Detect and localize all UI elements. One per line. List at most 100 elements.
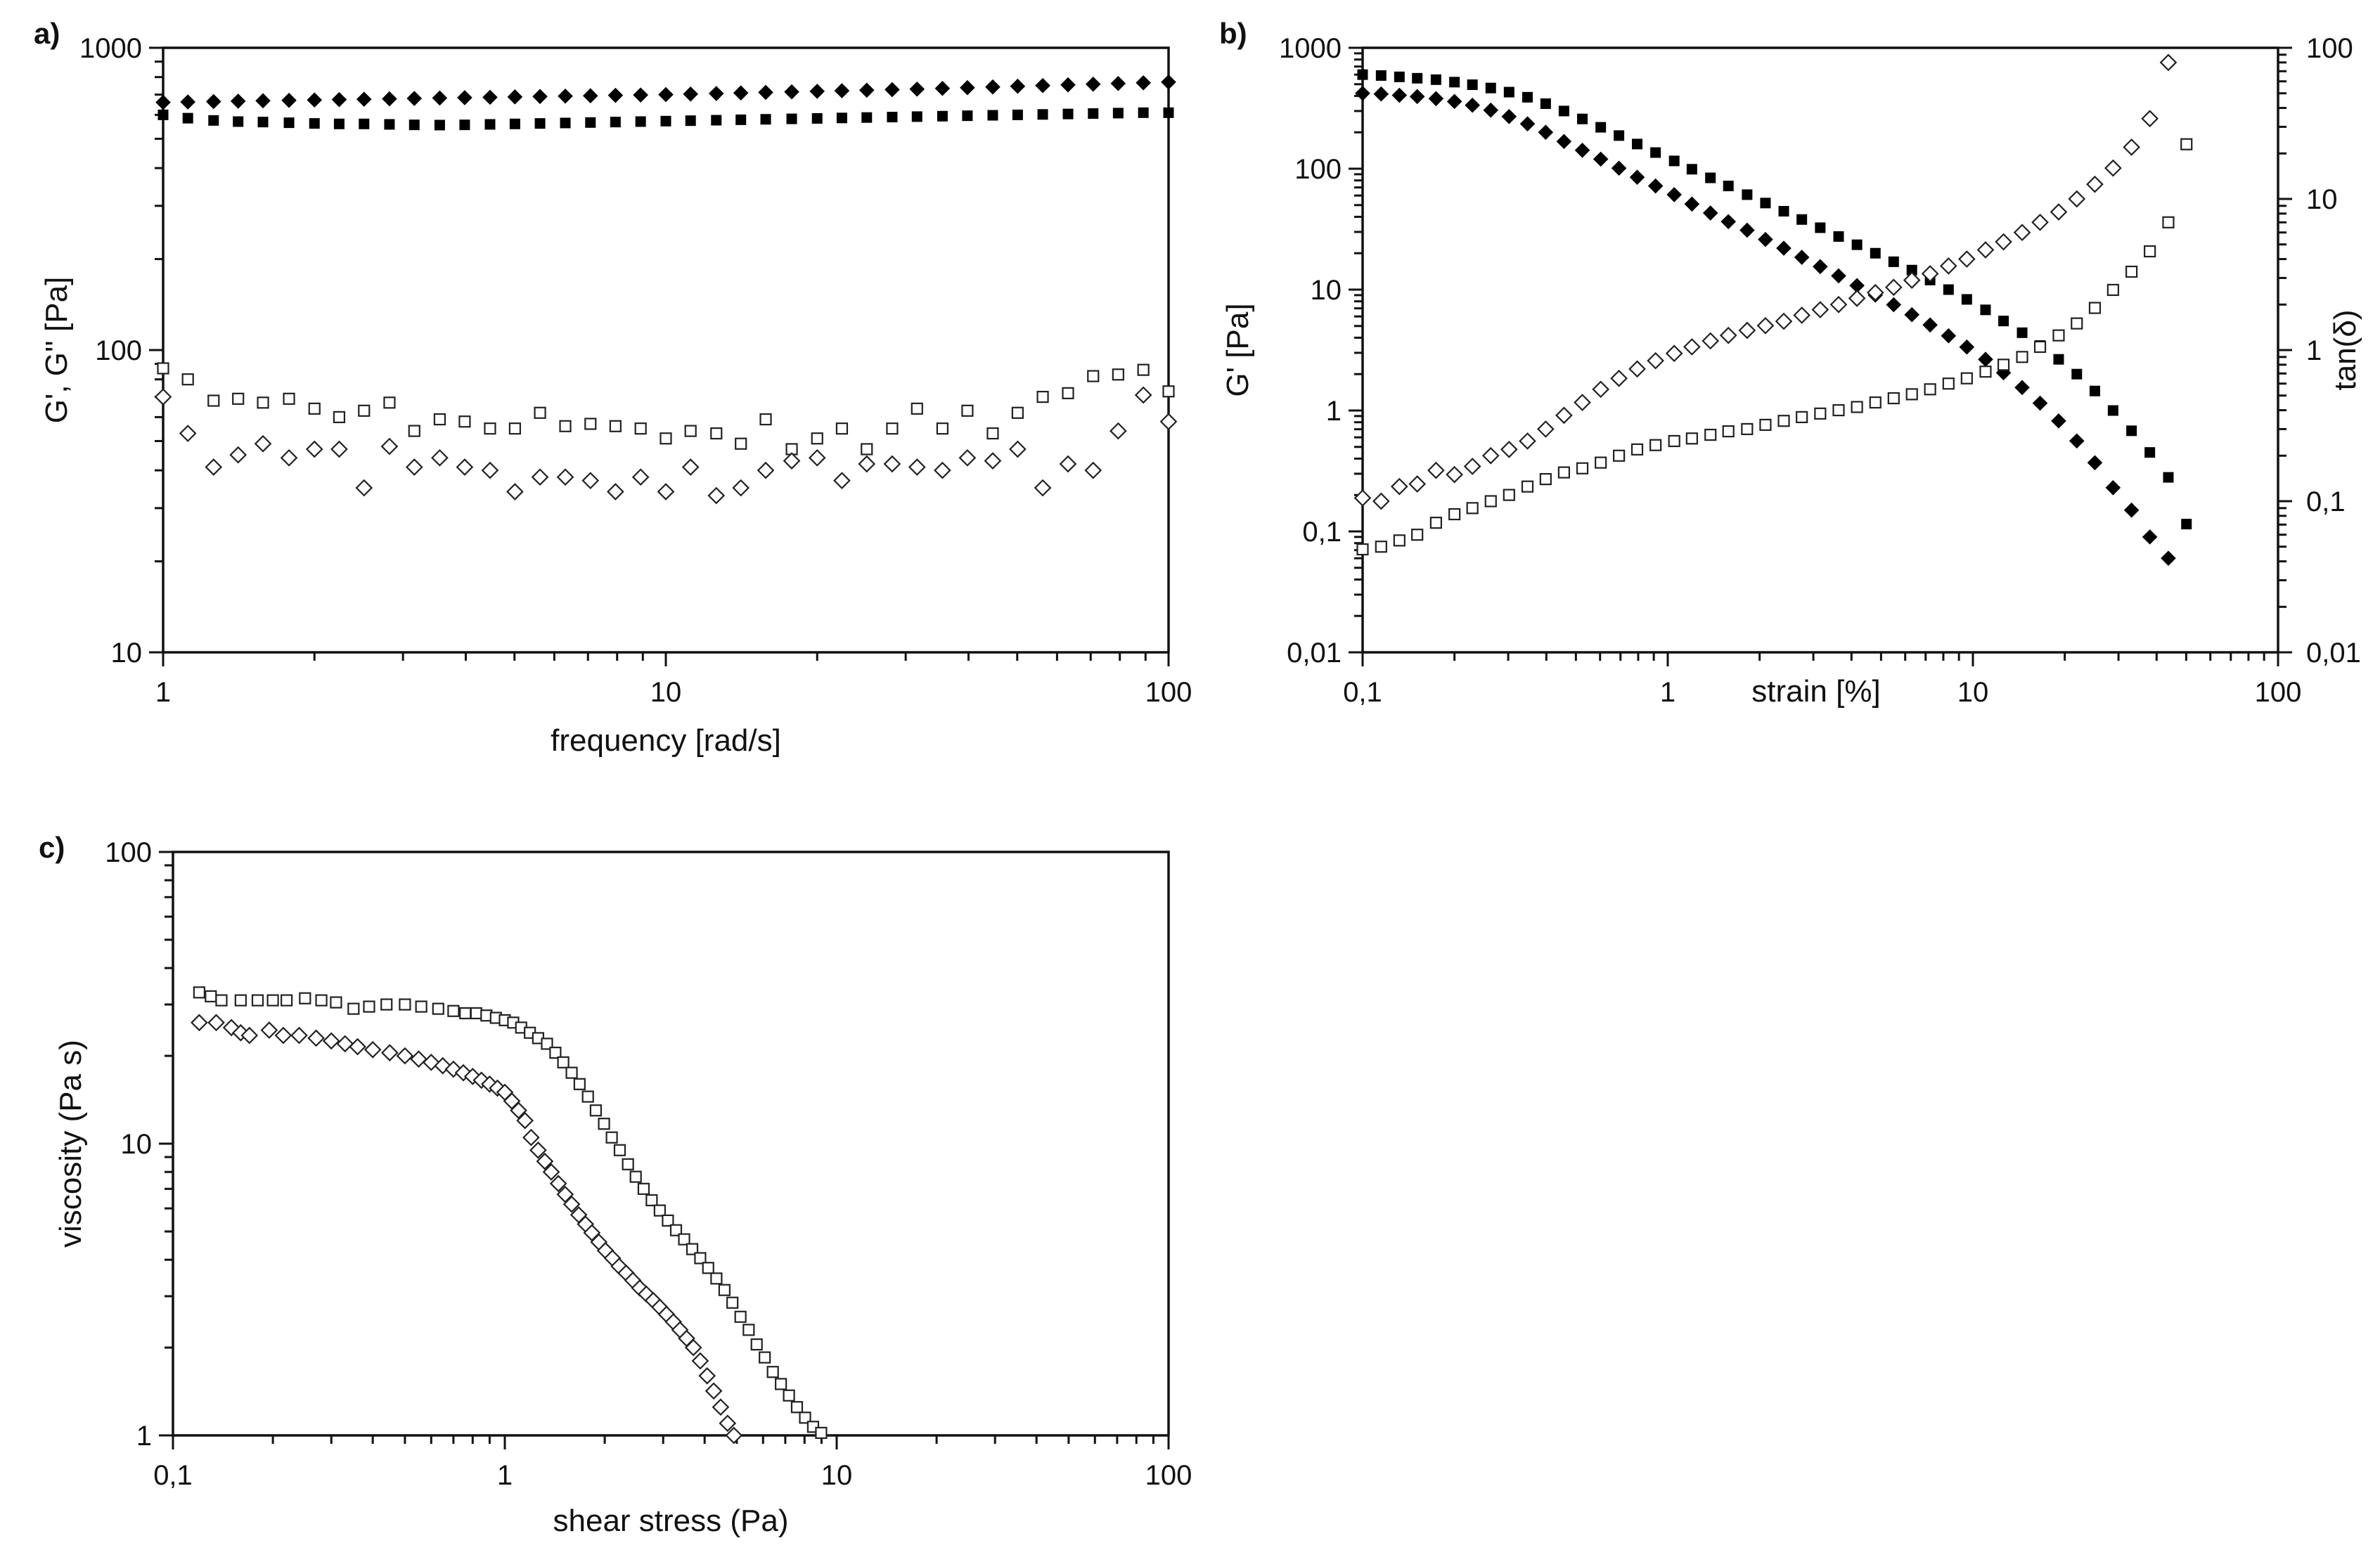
data-point [766, 1366, 779, 1378]
data-point [459, 1007, 472, 1020]
data-point [1760, 198, 1771, 209]
data-point [986, 427, 999, 440]
data-point [406, 91, 423, 106]
data-point [556, 1185, 574, 1203]
data-point [307, 1029, 325, 1047]
x-tick-label: 100 [1145, 1460, 1192, 1491]
data-point [861, 112, 873, 123]
data-point [645, 1194, 658, 1207]
data-point [355, 479, 373, 497]
data-point [1668, 434, 1680, 448]
series-filled-square [157, 107, 1174, 131]
data-point [1062, 108, 1074, 119]
series-open-square [1356, 138, 2193, 556]
data-point [1427, 461, 1445, 479]
data-point [557, 1056, 570, 1068]
data-point [1831, 268, 1846, 284]
data-point [1481, 446, 1500, 465]
data-point [380, 1044, 399, 1061]
data-point [307, 92, 323, 108]
data-point [1647, 351, 1664, 370]
data-point [987, 110, 998, 121]
data-point [536, 1152, 554, 1170]
data-point [1887, 392, 1900, 405]
data-point [1702, 205, 1718, 221]
data-point [482, 89, 498, 105]
data-point [180, 94, 195, 110]
data-point [1906, 264, 1917, 276]
data-point [541, 1038, 553, 1050]
data-point [1849, 278, 1865, 294]
y-axis: 0,01 0,1 1 10 100 1000 [1279, 33, 1363, 668]
x-axis: 0,1 1 10 100 [153, 1435, 1192, 1491]
data-point [558, 88, 573, 104]
data-point [1666, 187, 1682, 202]
data-point [1650, 147, 1661, 158]
data-point [1979, 366, 1992, 378]
data-point [1793, 306, 1811, 324]
data-point [2142, 529, 2158, 545]
data-point [634, 422, 647, 435]
data-point [330, 440, 348, 458]
series-filled-diamond [155, 75, 1176, 110]
data-point [531, 468, 549, 486]
data-point [757, 461, 775, 479]
data-point [760, 114, 771, 125]
data-point [280, 448, 298, 467]
data-point [911, 111, 922, 122]
data-point [260, 1021, 278, 1039]
data-point [207, 1014, 225, 1032]
data-point [694, 1252, 707, 1265]
data-point [283, 392, 295, 405]
data-point [207, 394, 220, 407]
data-point [559, 420, 572, 432]
data-point [2104, 159, 2122, 177]
data-point [605, 1131, 618, 1144]
data-point [1595, 456, 1607, 469]
data-point [1814, 407, 1827, 420]
data-point [1162, 385, 1175, 398]
data-point [484, 422, 496, 435]
data-point [1665, 344, 1683, 363]
data-point [631, 468, 650, 486]
data-point [1503, 489, 1515, 501]
data-point [1957, 250, 1976, 268]
data-point [396, 1047, 414, 1065]
data-point [358, 404, 371, 417]
data-point [458, 415, 471, 428]
data-point [1134, 386, 1152, 404]
data-point [1372, 492, 1390, 510]
data-point [2180, 138, 2193, 150]
data-point [759, 1351, 771, 1364]
data-point [1503, 86, 1514, 98]
data-point [1062, 387, 1074, 399]
data-point [507, 89, 523, 105]
data-point [1540, 98, 1551, 109]
data-point [1059, 455, 1077, 473]
data-point [1009, 440, 1027, 458]
data-point [811, 112, 823, 124]
data-point [459, 119, 470, 131]
data-point [961, 404, 974, 417]
data-point [637, 1182, 650, 1195]
data-point [886, 422, 899, 435]
data-point [1796, 214, 1808, 225]
data-point [808, 448, 826, 467]
data-point [1997, 358, 2010, 371]
data-point [432, 1002, 444, 1015]
data-point [1704, 428, 1717, 441]
data-point [1500, 441, 1518, 458]
data-point [2163, 472, 2174, 483]
data-point [447, 1004, 460, 1017]
data-point [484, 119, 496, 130]
data-point [1429, 517, 1442, 529]
data-point [1630, 443, 1644, 456]
data-point [1684, 196, 1700, 212]
data-point [934, 461, 951, 479]
data-point [1412, 72, 1423, 84]
data-point [336, 1035, 354, 1053]
data-point [1593, 151, 1609, 167]
data-point [1430, 74, 1441, 85]
